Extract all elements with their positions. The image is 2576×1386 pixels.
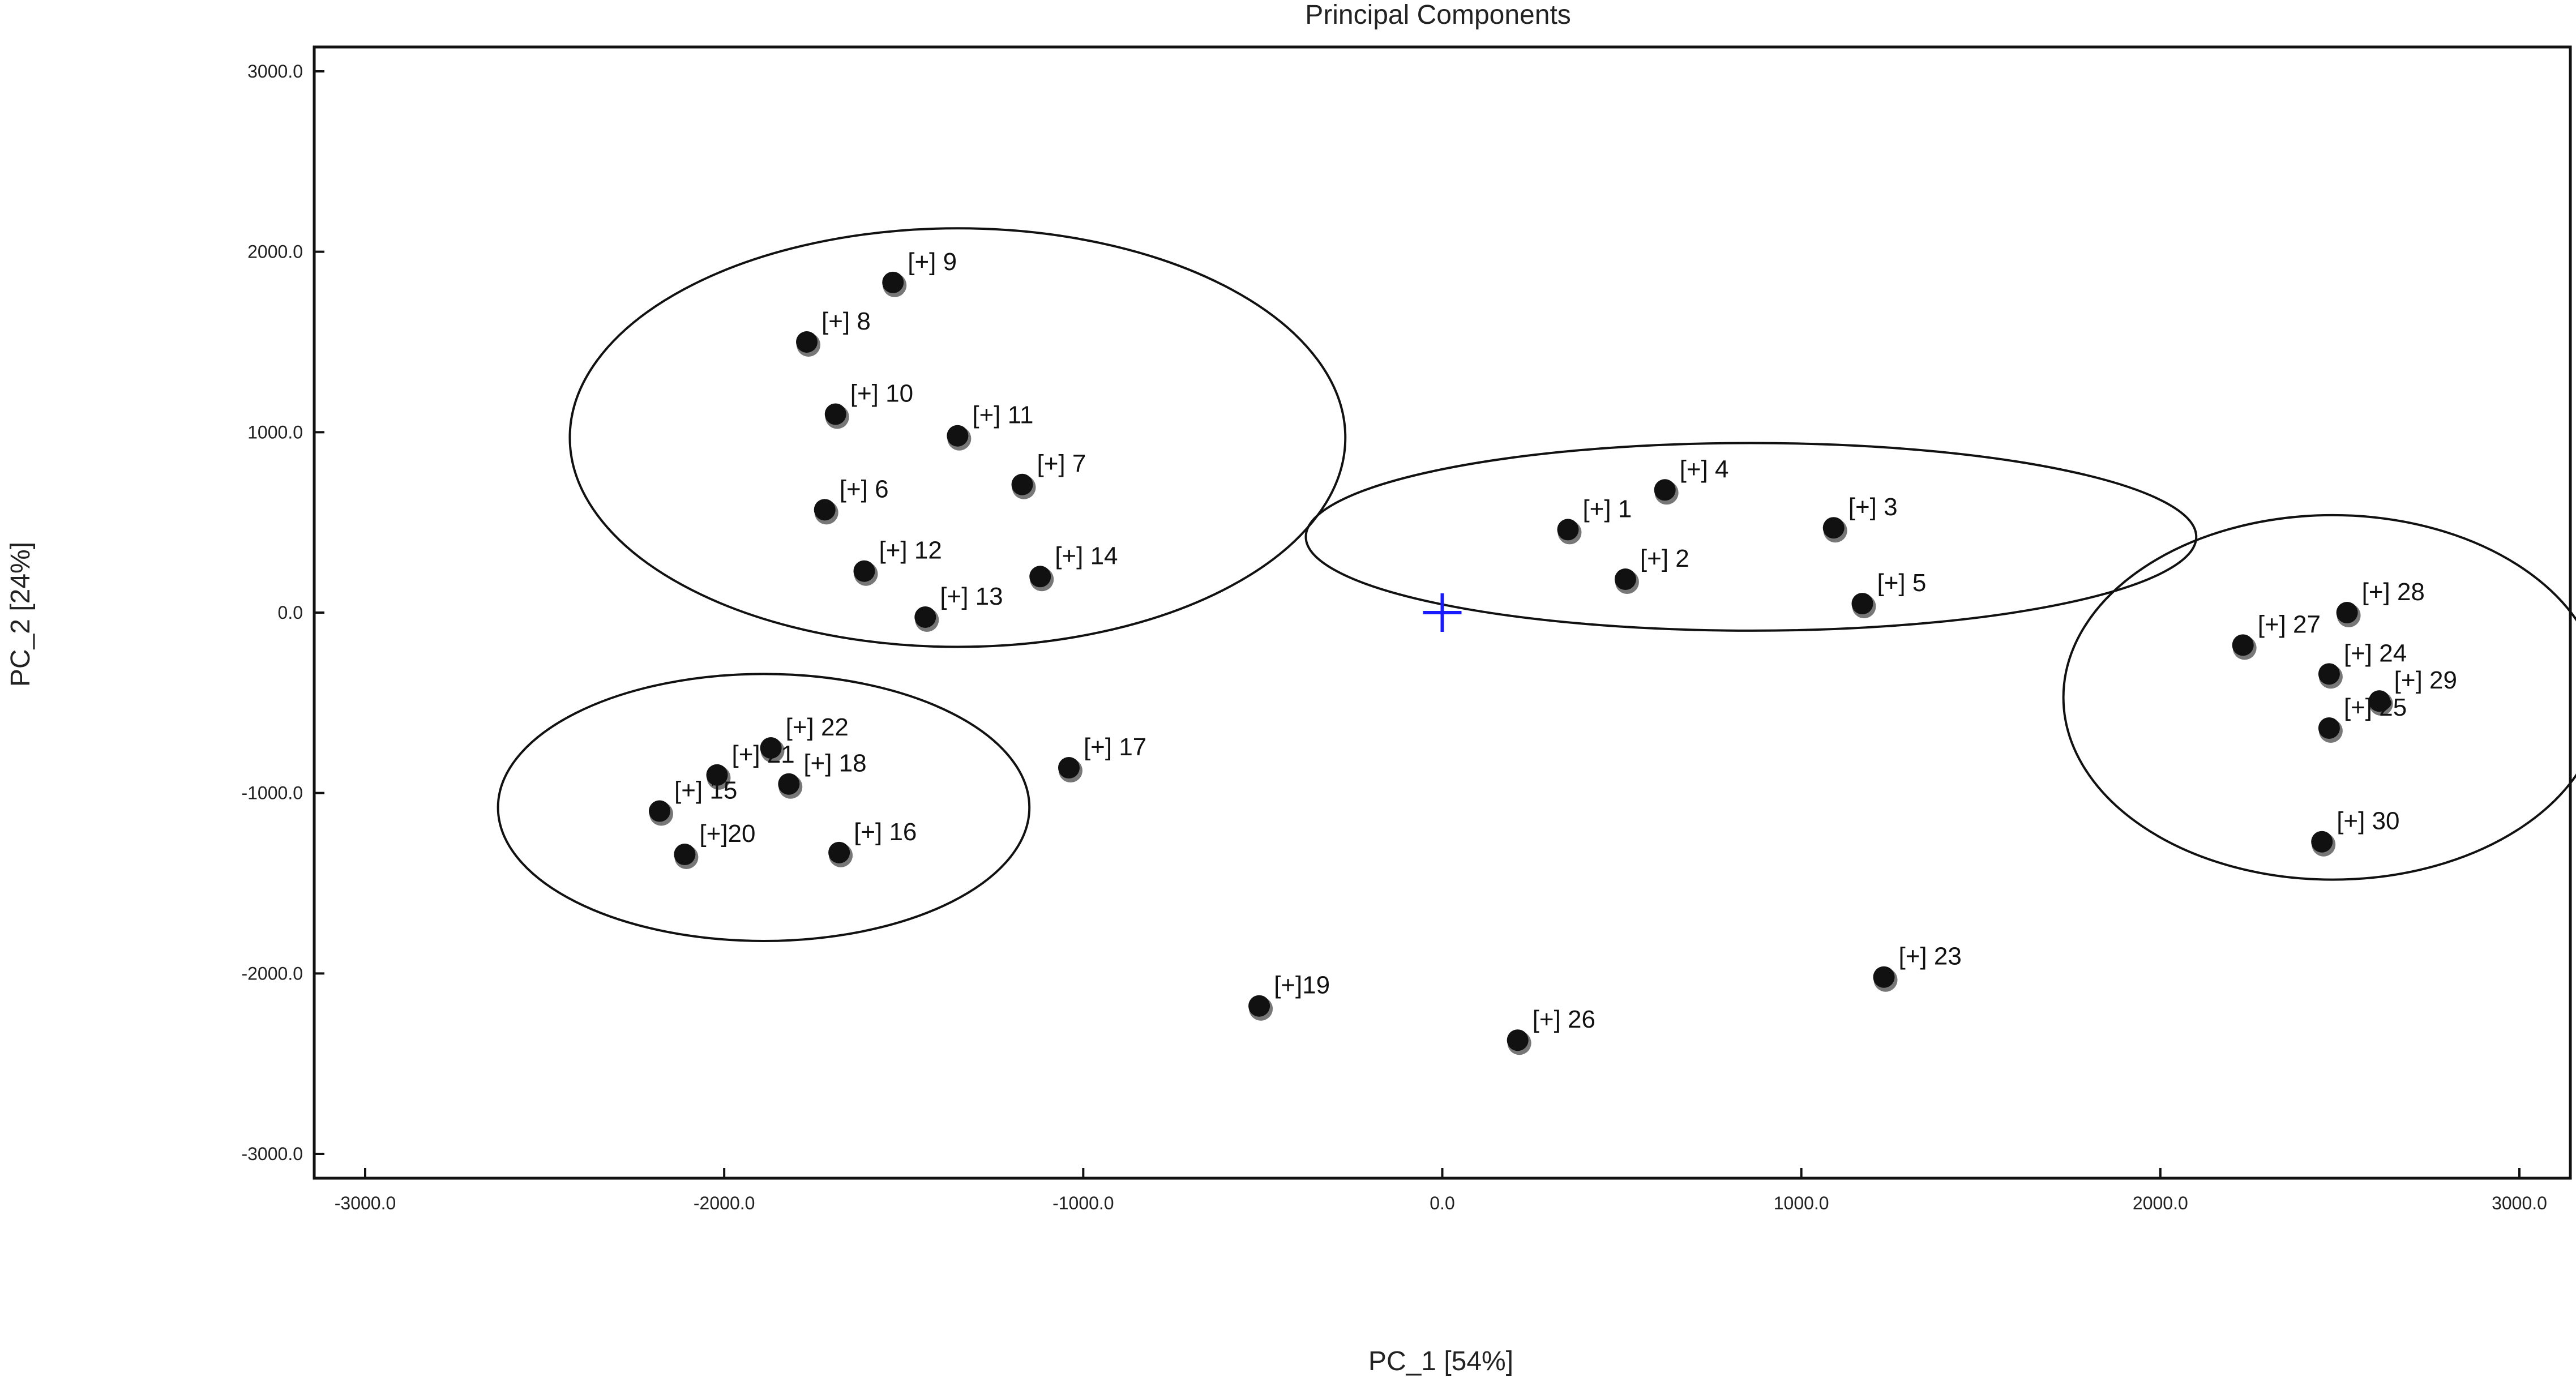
x-tick-label: 1000.0 (1774, 1193, 1829, 1213)
point-labels: [+] 1 [+] 2 [+] 3 [+] 4 [+] 5 [+] 6 [+] 7 [+] 8… (674, 248, 2457, 1033)
point-label: [+] 21 (731, 741, 794, 768)
cluster-ellipse (568, 227, 1347, 648)
point-label: [+] 10 (850, 379, 913, 407)
data-point (814, 499, 836, 521)
data-point (1248, 995, 1270, 1017)
x-tick-label: 3000.0 (2492, 1193, 2547, 1213)
data-points (649, 271, 2393, 1055)
point-label: [+]20 (699, 820, 755, 848)
point-label: [+] 25 (2344, 694, 2407, 721)
data-point (1614, 568, 1636, 591)
point-label: [+] 13 (940, 583, 1003, 610)
point-label: [+] 16 (854, 818, 917, 846)
point-label: [+] 7 (1037, 450, 1086, 478)
cluster-ellipse (2062, 514, 2576, 881)
point-label: [+] 18 (803, 750, 866, 777)
data-point (796, 331, 818, 353)
data-point (2318, 717, 2340, 739)
y-tick-label: -1000.0 (241, 783, 303, 803)
data-point (674, 844, 696, 866)
data-point (760, 737, 782, 759)
point-label: [+] 30 (2337, 807, 2399, 835)
point-label: [+]19 (1274, 972, 1330, 999)
data-point (1822, 517, 1845, 539)
point-label: [+] 1 (1582, 495, 1632, 523)
point-label: [+] 5 (1877, 569, 1926, 597)
y-tick-label: -3000.0 (241, 1144, 303, 1164)
data-point (1873, 966, 1895, 988)
x-tick-label: -2000.0 (694, 1193, 755, 1213)
data-point (649, 800, 671, 822)
point-label: [+] 24 (2344, 639, 2407, 667)
point-label: [+] 17 (1084, 733, 1146, 761)
point-label: [+] 3 (1848, 493, 1898, 521)
point-label: [+] 15 (674, 777, 737, 805)
cluster-ellipse (1304, 442, 2198, 632)
data-point (947, 425, 969, 447)
data-point (2311, 831, 2333, 853)
group-ellipses (497, 227, 2576, 942)
data-point (2336, 602, 2358, 623)
point-label: [+] 9 (908, 248, 957, 276)
point-label: [+] 23 (1899, 943, 1962, 970)
chart-title: Principal Components (1305, 0, 1571, 30)
y-tick-label: 3000.0 (247, 61, 303, 82)
point-label: [+] 22 (786, 713, 849, 741)
point-label: [+] 4 (1680, 455, 1729, 483)
y-tick-label: 1000.0 (247, 422, 303, 442)
axis-ticks: -3000.0 -2000.0 -1000.0 0.0 1000.0 2000.0 3000… (241, 61, 2547, 1213)
x-tick-label: -1000.0 (1052, 1193, 1114, 1213)
data-point (1058, 757, 1080, 779)
data-point (2232, 634, 2254, 656)
data-point (2368, 690, 2390, 712)
x-axis-title: PC_1 [54%] (1368, 1346, 1513, 1376)
data-point (882, 271, 904, 293)
data-point (824, 403, 846, 425)
cluster-ellipse (497, 673, 1031, 942)
point-label: [+] 12 (879, 537, 942, 564)
point-label: [+] 28 (2362, 578, 2425, 606)
x-tick-label: -3000.0 (335, 1193, 396, 1213)
point-label: [+] 26 (1533, 1006, 1595, 1033)
point-label: [+] 27 (2258, 610, 2321, 638)
y-tick-label: 0.0 (278, 602, 303, 623)
data-point (778, 773, 800, 795)
point-label: [+] 6 (840, 475, 889, 503)
data-point (706, 764, 728, 786)
data-point (1507, 1029, 1529, 1051)
data-point (1654, 479, 1676, 501)
point-label: [+] 29 (2394, 666, 2457, 694)
point-label: [+] 8 (821, 307, 871, 335)
origin-marker (1423, 593, 1462, 632)
data-point (1557, 519, 1579, 541)
x-tick-label: 0.0 (1430, 1193, 1454, 1213)
y-tick-label: -2000.0 (241, 963, 303, 983)
x-tick-label: 2000.0 (2133, 1193, 2188, 1213)
data-point (853, 560, 875, 582)
point-label: [+] 2 (1640, 545, 1689, 572)
data-point (1029, 566, 1051, 588)
data-point (2318, 663, 2340, 685)
data-point (828, 841, 850, 863)
data-point (1011, 473, 1033, 495)
point-label: [+] 14 (1055, 542, 1118, 570)
y-axis-title: PC_2 [24%] (6, 542, 36, 687)
point-label: [+] 11 (972, 401, 1033, 429)
data-point (914, 606, 936, 628)
data-point (1851, 593, 1873, 615)
y-tick-label: 2000.0 (247, 242, 303, 262)
